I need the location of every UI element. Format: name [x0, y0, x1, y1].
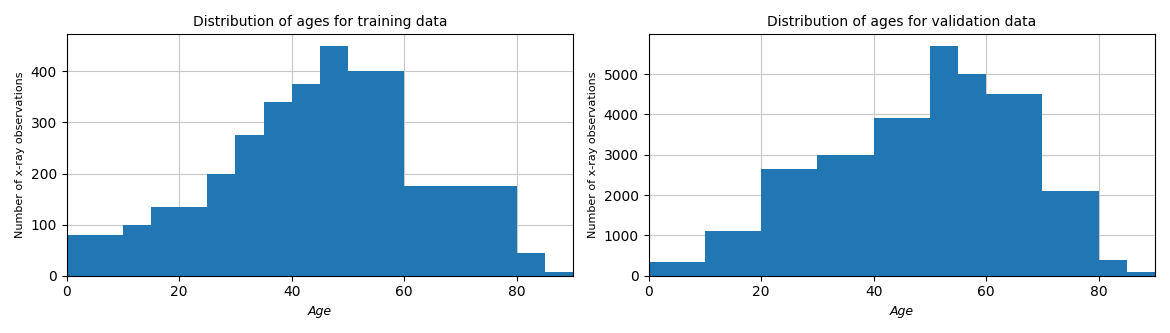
Bar: [1014, 94, 1042, 276]
Bar: [319, 46, 347, 276]
Y-axis label: Number of x-ray observations: Number of x-ray observations: [589, 72, 598, 238]
Bar: [461, 186, 489, 276]
Bar: [489, 186, 517, 276]
Bar: [235, 135, 263, 276]
Bar: [95, 235, 123, 276]
Bar: [151, 207, 179, 276]
Bar: [1071, 191, 1099, 276]
Bar: [517, 253, 545, 276]
Bar: [676, 262, 704, 276]
Bar: [790, 169, 818, 276]
Bar: [179, 207, 207, 276]
Bar: [930, 46, 958, 276]
Bar: [405, 186, 433, 276]
Title: Distribution of ages for training data: Distribution of ages for training data: [193, 15, 447, 29]
Bar: [207, 173, 235, 276]
Bar: [67, 235, 95, 276]
X-axis label: Age: Age: [889, 305, 914, 318]
Bar: [263, 102, 291, 276]
Bar: [1099, 260, 1127, 276]
X-axis label: Age: Age: [308, 305, 332, 318]
Bar: [1127, 272, 1155, 276]
Bar: [377, 71, 405, 276]
Bar: [986, 94, 1014, 276]
Bar: [818, 155, 846, 276]
Y-axis label: Number of x-ray observations: Number of x-ray observations: [15, 72, 25, 238]
Bar: [347, 71, 377, 276]
Bar: [1042, 191, 1071, 276]
Bar: [846, 155, 874, 276]
Bar: [545, 272, 573, 276]
Bar: [732, 231, 760, 276]
Bar: [874, 119, 902, 276]
Bar: [958, 74, 986, 276]
Bar: [760, 169, 790, 276]
Bar: [704, 231, 732, 276]
Bar: [648, 262, 676, 276]
Bar: [902, 119, 930, 276]
Bar: [291, 84, 319, 276]
Bar: [123, 225, 151, 276]
Bar: [433, 186, 461, 276]
Title: Distribution of ages for validation data: Distribution of ages for validation data: [768, 15, 1037, 29]
